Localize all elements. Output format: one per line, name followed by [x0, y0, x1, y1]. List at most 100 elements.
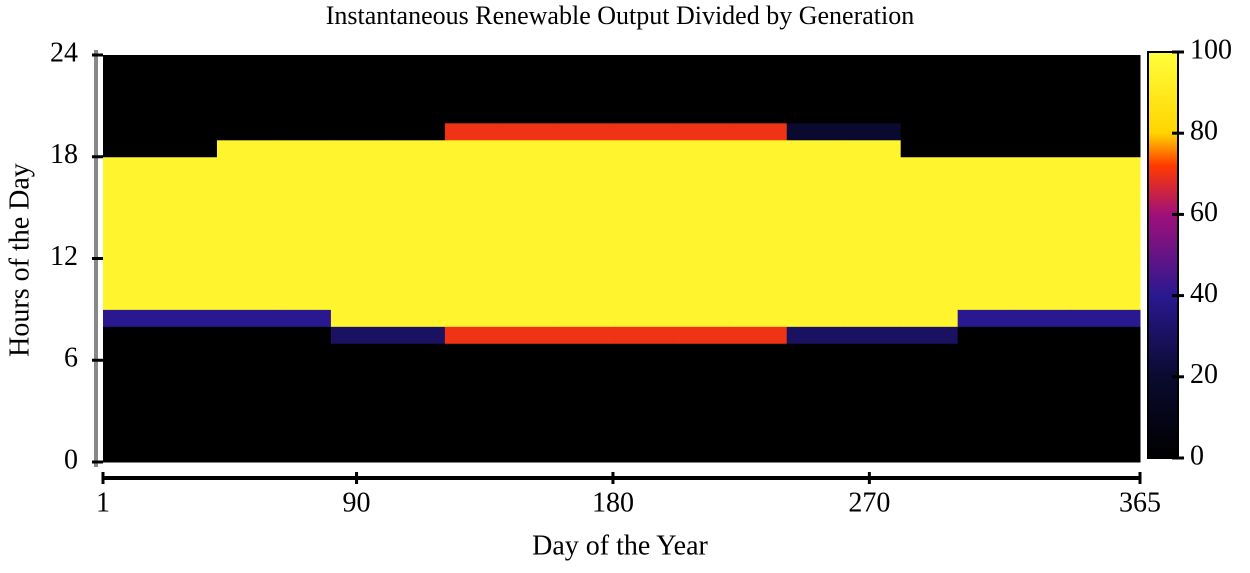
heat-cell	[501, 275, 560, 293]
heat-cell	[387, 190, 446, 209]
heat-cell	[957, 360, 1016, 378]
heat-cell	[273, 241, 332, 259]
heat-cell	[672, 173, 731, 192]
heat-cell	[501, 105, 560, 124]
heat-cell	[900, 55, 959, 73]
heat-cell	[501, 326, 560, 344]
heat-cell	[387, 224, 446, 243]
heat-cell	[330, 156, 389, 175]
heat-cell	[1128, 207, 1141, 226]
heat-cell	[501, 411, 560, 429]
heat-cell	[501, 258, 560, 276]
heat-cell	[216, 326, 275, 344]
heat-cell	[786, 258, 845, 276]
heat-cell	[501, 88, 560, 107]
heat-cell	[387, 360, 446, 378]
heat-cell	[216, 343, 275, 361]
heat-cell	[387, 173, 446, 192]
heat-cell	[501, 173, 560, 192]
heat-cell	[558, 445, 617, 463]
colorbar-tick-label: 40	[1190, 278, 1218, 309]
heat-cell	[558, 292, 617, 310]
x-tick-label: 180	[592, 487, 634, 518]
heat-cell	[558, 122, 617, 141]
heat-cell	[330, 122, 389, 141]
heat-cell	[615, 190, 674, 209]
heat-cell	[843, 241, 902, 259]
heat-cell	[786, 105, 845, 124]
heat-cell	[615, 394, 674, 412]
heat-cell	[103, 207, 161, 226]
heat-cell	[843, 122, 902, 141]
heat-cell	[103, 241, 161, 259]
heat-cell	[387, 428, 446, 446]
heat-cell	[786, 360, 845, 378]
heat-cell	[843, 326, 902, 344]
heat-cell	[273, 445, 332, 463]
heat-cell	[330, 343, 389, 361]
heat-cell	[1128, 156, 1141, 175]
x-axis-label: Day of the Year	[532, 530, 708, 561]
heat-cell	[672, 88, 731, 107]
heat-cell	[558, 190, 617, 209]
heat-cell	[1071, 394, 1130, 412]
heat-cell	[615, 275, 674, 293]
heat-cell	[159, 88, 218, 107]
heat-cell	[558, 105, 617, 124]
heat-cell	[900, 190, 959, 209]
heat-cell	[672, 309, 731, 327]
heat-cell	[1014, 411, 1073, 429]
heat-cell	[672, 258, 731, 276]
heat-cell	[1128, 224, 1141, 243]
heat-cell	[1128, 411, 1141, 429]
heat-cell	[216, 275, 275, 293]
heat-cell	[558, 207, 617, 226]
heat-cell	[387, 55, 446, 73]
heat-cell	[1014, 394, 1073, 412]
heat-cell	[103, 122, 161, 141]
chart-title: Instantaneous Renewable Output Divided b…	[326, 1, 914, 30]
heat-cell	[501, 190, 560, 209]
heat-cell	[1071, 173, 1130, 192]
heat-cell	[1071, 190, 1130, 209]
heat-cell	[900, 411, 959, 429]
heat-cell	[387, 139, 446, 158]
heat-cell	[330, 377, 389, 395]
heat-cell	[729, 394, 788, 412]
heat-cell	[957, 156, 1016, 175]
heat-cell	[900, 88, 959, 107]
heat-cell	[501, 207, 560, 226]
heat-cell	[330, 275, 389, 293]
heat-cell	[900, 275, 959, 293]
heat-cell	[387, 88, 446, 107]
heat-cell	[330, 139, 389, 158]
heat-cell	[672, 105, 731, 124]
heat-cell	[1071, 411, 1130, 429]
heat-cell	[900, 139, 959, 158]
colorbar-tick-label: 60	[1190, 197, 1218, 228]
y-tick-label: 18	[50, 139, 78, 170]
heat-cell	[900, 445, 959, 463]
heat-cell	[900, 394, 959, 412]
heat-cell	[786, 207, 845, 226]
heat-cell	[444, 224, 503, 243]
heat-cell	[216, 122, 275, 141]
heat-cell	[672, 190, 731, 209]
heat-cell	[1071, 360, 1130, 378]
heat-cell	[1014, 55, 1073, 73]
heat-cell	[1014, 343, 1073, 361]
heat-cell	[615, 88, 674, 107]
heat-cell	[1071, 292, 1130, 310]
heat-cell	[216, 394, 275, 412]
heat-cell	[558, 156, 617, 175]
heat-cell	[501, 309, 560, 327]
heat-cell	[216, 190, 275, 209]
heat-cell	[843, 394, 902, 412]
heat-cell	[330, 360, 389, 378]
heat-cell	[330, 326, 389, 344]
colorbar-tick-label: 20	[1190, 359, 1218, 390]
heat-cell	[159, 122, 218, 141]
heat-cell	[957, 343, 1016, 361]
heat-cell	[1014, 377, 1073, 395]
heat-cell	[957, 173, 1016, 192]
